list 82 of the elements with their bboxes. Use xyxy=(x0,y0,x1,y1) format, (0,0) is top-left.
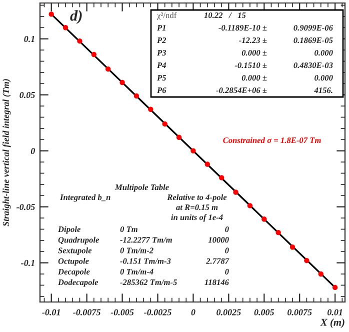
annotation: Decapole xyxy=(58,268,90,276)
annotation: d) xyxy=(70,10,82,24)
annotation: χ²/ndf xyxy=(156,12,177,20)
x-tick-label: 0.01 xyxy=(327,309,342,316)
y-axis-title: Straight-line vertical field integral (Tm) xyxy=(2,79,11,226)
point xyxy=(233,190,238,195)
y-tick-label: 0 xyxy=(30,148,35,154)
annotation: 0.000 xyxy=(314,50,333,56)
annotation: 0 xyxy=(225,226,229,232)
annotation: 0.000 xyxy=(314,74,333,81)
annotation: Sextupole xyxy=(58,247,92,255)
point xyxy=(134,93,140,99)
x-tick-label: -0.0025 xyxy=(144,309,172,316)
annotation: -12.2277 Tm/m xyxy=(120,237,172,243)
point xyxy=(276,230,281,236)
annotation: 10.22 / 15 xyxy=(204,12,246,18)
y-tick-label: 0.1 xyxy=(24,36,34,42)
annotation: 0.000 ± xyxy=(242,74,267,81)
point xyxy=(148,106,154,112)
x-tick-label: -0.01 xyxy=(42,309,60,316)
annotation: P5 xyxy=(156,75,166,81)
annotation: 10000 xyxy=(208,237,229,243)
point xyxy=(304,258,310,264)
x-tick-label: -0.0075 xyxy=(73,309,100,316)
annotation: Multipole Table xyxy=(114,184,169,192)
annotation: -0.151 Tm/m-3 xyxy=(120,258,171,264)
point xyxy=(290,244,296,250)
annotation: -0.2854E+06 ± xyxy=(216,87,267,94)
x-tick-label: 0 xyxy=(191,309,196,316)
annotation: P2 xyxy=(156,37,166,44)
annotation: 0 Tm/m-4 xyxy=(120,268,154,274)
annotation: 0.4830E-03 xyxy=(294,62,333,68)
x-tick-label: 0.0075 xyxy=(288,309,312,316)
annotation: 2.7787 xyxy=(206,258,230,264)
annotation: P4 xyxy=(156,62,166,68)
annotation: P1 xyxy=(156,25,166,31)
point xyxy=(262,216,267,222)
annotation: P3 xyxy=(156,50,166,56)
point xyxy=(105,66,111,72)
annotation: 0.1869E-05 xyxy=(294,37,333,44)
point xyxy=(162,121,168,127)
point xyxy=(218,175,224,180)
annotation: -0.1189E-10 ± xyxy=(218,24,267,31)
annotation: Quadrupole xyxy=(58,236,100,244)
annotation: 0 Tm/m-2 xyxy=(120,248,154,254)
annotation: 0.9099E-06 xyxy=(294,24,333,31)
point xyxy=(204,162,210,167)
annotation: -285362 Tm/m-5 xyxy=(120,279,177,286)
point xyxy=(190,148,196,154)
annotation: -0.1510 ± xyxy=(234,62,267,68)
annotation: 0 Tm xyxy=(120,226,138,232)
x-tick-label: 0.005 xyxy=(254,309,274,316)
x-axis-title: X (m) xyxy=(320,318,344,328)
y-tick-label: -0.05 xyxy=(16,204,35,210)
point xyxy=(77,38,82,44)
point xyxy=(62,25,68,30)
annotation: in units of 1e-4 xyxy=(171,214,223,222)
annotation: 4156. xyxy=(314,87,332,94)
annotation: Relative to 4-pole xyxy=(167,194,227,202)
point xyxy=(120,80,125,86)
annotation: Dodecapole xyxy=(58,279,98,287)
x-tick-label: -0.005 xyxy=(110,309,134,316)
x-tick-label: 0.0025 xyxy=(216,309,241,316)
annotation: Constrained σ = 1.8E-07 Tm xyxy=(223,137,321,144)
annotation: 0.000 ± xyxy=(242,50,267,56)
point xyxy=(48,12,54,17)
point xyxy=(318,271,324,277)
annotation: 0 xyxy=(225,248,229,254)
point xyxy=(91,52,97,58)
y-tick-label: 0.05 xyxy=(20,92,35,98)
annotation: P6 xyxy=(156,87,166,94)
point xyxy=(176,134,182,140)
annotation: 0 xyxy=(225,268,229,274)
annotation: 118146 xyxy=(204,279,229,286)
y-tick-label: -0.1 xyxy=(21,260,34,266)
annotation: -12.23 ± xyxy=(238,37,267,44)
annotation: Dipole xyxy=(58,226,80,234)
point xyxy=(332,284,338,290)
annotation: Octupole xyxy=(58,258,89,266)
annotation: at R=0.15 m xyxy=(176,204,218,210)
annotation: Integrated b_n xyxy=(60,194,110,202)
point xyxy=(247,203,253,208)
